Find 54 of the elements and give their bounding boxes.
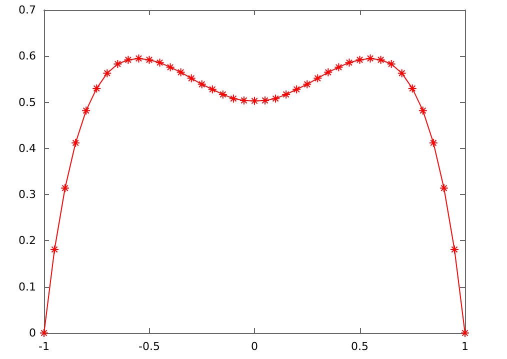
point [344, 58, 354, 68]
y-tick-label: 0.2 [18, 234, 36, 248]
point [260, 96, 270, 105]
point [82, 106, 91, 116]
y-tick-label: 0 [29, 326, 36, 340]
point [460, 328, 470, 338]
point [313, 74, 322, 83]
y-tick-label: 0.4 [18, 142, 36, 155]
point [155, 58, 164, 68]
point [376, 55, 386, 64]
point [40, 328, 48, 338]
x-tick-label: -1 [38, 340, 50, 353]
x-tick-label: 0.5 [351, 340, 368, 353]
y-tick-label: 0.5 [18, 96, 36, 109]
point [282, 90, 291, 99]
point [102, 68, 112, 78]
y-tick-label: 0.7 [18, 4, 36, 16]
point [228, 94, 238, 104]
point [166, 62, 175, 72]
point [208, 84, 217, 94]
y-tick-label: 0.3 [18, 188, 36, 202]
point [439, 184, 448, 193]
point [144, 55, 154, 64]
point [408, 84, 417, 93]
point [71, 138, 80, 148]
point [50, 244, 60, 254]
point [218, 90, 228, 99]
point [92, 84, 102, 93]
point [397, 68, 406, 78]
point [250, 96, 259, 106]
point [113, 59, 122, 68]
x-tick-label: 0 [251, 340, 258, 353]
point [418, 106, 428, 116]
x-tick-label: 1 [462, 340, 468, 353]
point [292, 84, 302, 94]
point [428, 138, 438, 148]
point [302, 80, 312, 89]
y-tick-label: 0.1 [18, 280, 36, 294]
point [124, 55, 133, 64]
x-tick-label: -0.5 [138, 340, 160, 353]
point [450, 244, 459, 254]
point [366, 54, 375, 63]
point [239, 96, 248, 105]
point [324, 68, 333, 77]
point [334, 62, 344, 72]
y-tick-label: 0.6 [18, 50, 36, 63]
point [186, 74, 196, 83]
point [134, 54, 144, 63]
point [271, 94, 280, 104]
point [176, 68, 186, 77]
point [60, 184, 70, 193]
point [197, 80, 206, 89]
point [355, 55, 364, 64]
point [386, 59, 396, 68]
